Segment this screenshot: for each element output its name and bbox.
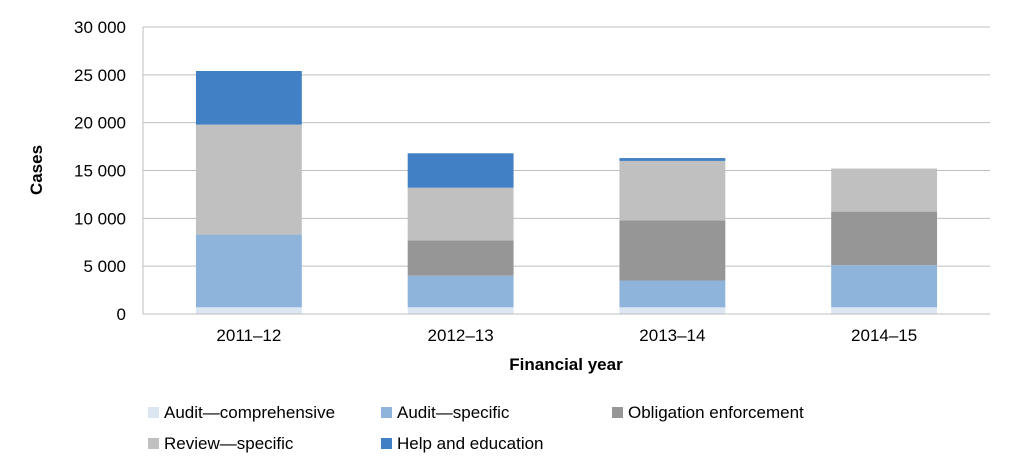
x-tick-label: 2014–15: [851, 326, 917, 345]
x-tick-label: 2011–12: [216, 326, 281, 345]
legend-label: Audit—specific: [397, 403, 510, 422]
y-tick-label: 30 000: [74, 18, 126, 37]
bar-segment: [619, 220, 726, 281]
legend-label: Help and education: [397, 434, 544, 453]
legend-swatch: [148, 438, 159, 449]
y-tick-label: 20 000: [74, 114, 126, 133]
bar-segment: [407, 187, 514, 241]
x-tick-label: 2013–14: [639, 326, 705, 345]
bars: [195, 71, 938, 314]
legend: Audit—comprehensive Audit—specific Obligat…: [148, 403, 804, 453]
bar-segment: [407, 153, 514, 188]
bar-segment: [407, 275, 514, 308]
legend-label: Audit—comprehensive: [164, 403, 335, 422]
bar-segment: [619, 160, 726, 221]
bar-segment: [619, 158, 726, 161]
axes: [142, 27, 990, 315]
bar-segment: [619, 307, 726, 314]
bar-segment: [195, 234, 302, 308]
y-tick-label: 5 000: [83, 257, 126, 276]
legend-label: Obligation enforcement: [628, 403, 804, 422]
bar-segment: [831, 307, 938, 314]
y-axis-title: Cases: [27, 145, 46, 195]
x-tick-label: 2012–13: [428, 326, 494, 345]
y-tick-label: 25 000: [74, 66, 126, 85]
bar-segment: [195, 307, 302, 314]
bar-segment: [831, 211, 938, 266]
legend-swatch: [381, 438, 392, 449]
x-axis-title: Financial year: [509, 355, 623, 374]
y-tick-label: 15 000: [74, 162, 126, 181]
bar-segment: [195, 71, 302, 125]
y-tick-label: 0: [117, 305, 126, 324]
legend-swatch: [381, 407, 392, 418]
bar-segment: [407, 240, 514, 276]
legend-swatch: [612, 407, 623, 418]
y-tick-label: 10 000: [74, 209, 126, 228]
bar-segment: [195, 124, 302, 235]
bar-segment: [831, 168, 938, 212]
legend-swatch: [148, 407, 159, 418]
y-tick-labels: 0 5 000 10 000 15 000 20 000 25 000 30 000: [74, 18, 126, 324]
bar-segment: [619, 280, 726, 308]
legend-label: Review—specific: [164, 434, 294, 453]
bar-segment: [831, 265, 938, 308]
bar-segment: [407, 307, 514, 314]
x-tick-labels: 2011–12 2012–13 2013–14 2014–15: [216, 326, 917, 345]
